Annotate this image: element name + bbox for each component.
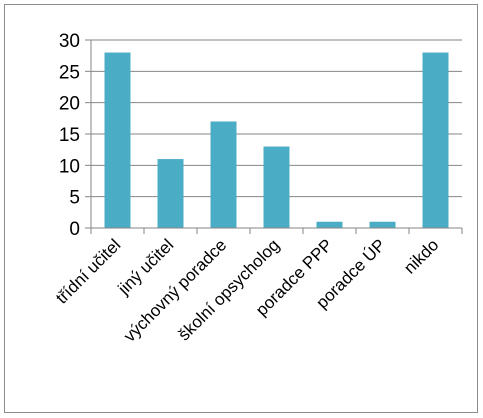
bar-4 [263, 146, 290, 228]
y-tick-label: 15 [59, 125, 80, 146]
y-tick-label: 5 [69, 188, 80, 209]
bar-5 [316, 221, 343, 228]
bars [104, 52, 449, 229]
x-category-label: školní opsycholog [174, 235, 283, 344]
bar-7 [422, 52, 449, 229]
bar-2 [157, 159, 184, 228]
y-tick-labels: 0 5 10 15 20 25 30 [59, 31, 80, 240]
y-tick-label: 30 [59, 31, 80, 52]
bar-1 [104, 52, 131, 229]
x-category-label: nikdo [400, 235, 442, 277]
y-tick-label: 20 [59, 94, 80, 115]
x-category-label: třídní učitel [52, 235, 124, 307]
y-tick-label: 25 [59, 62, 80, 83]
y-tick-label: 10 [59, 156, 80, 177]
bar-3 [210, 121, 237, 228]
bar-6 [369, 221, 396, 228]
y-tick-label: 0 [69, 219, 80, 240]
axes [85, 39, 463, 234]
gridlines [91, 39, 462, 198]
chart-frame [4, 4, 478, 413]
